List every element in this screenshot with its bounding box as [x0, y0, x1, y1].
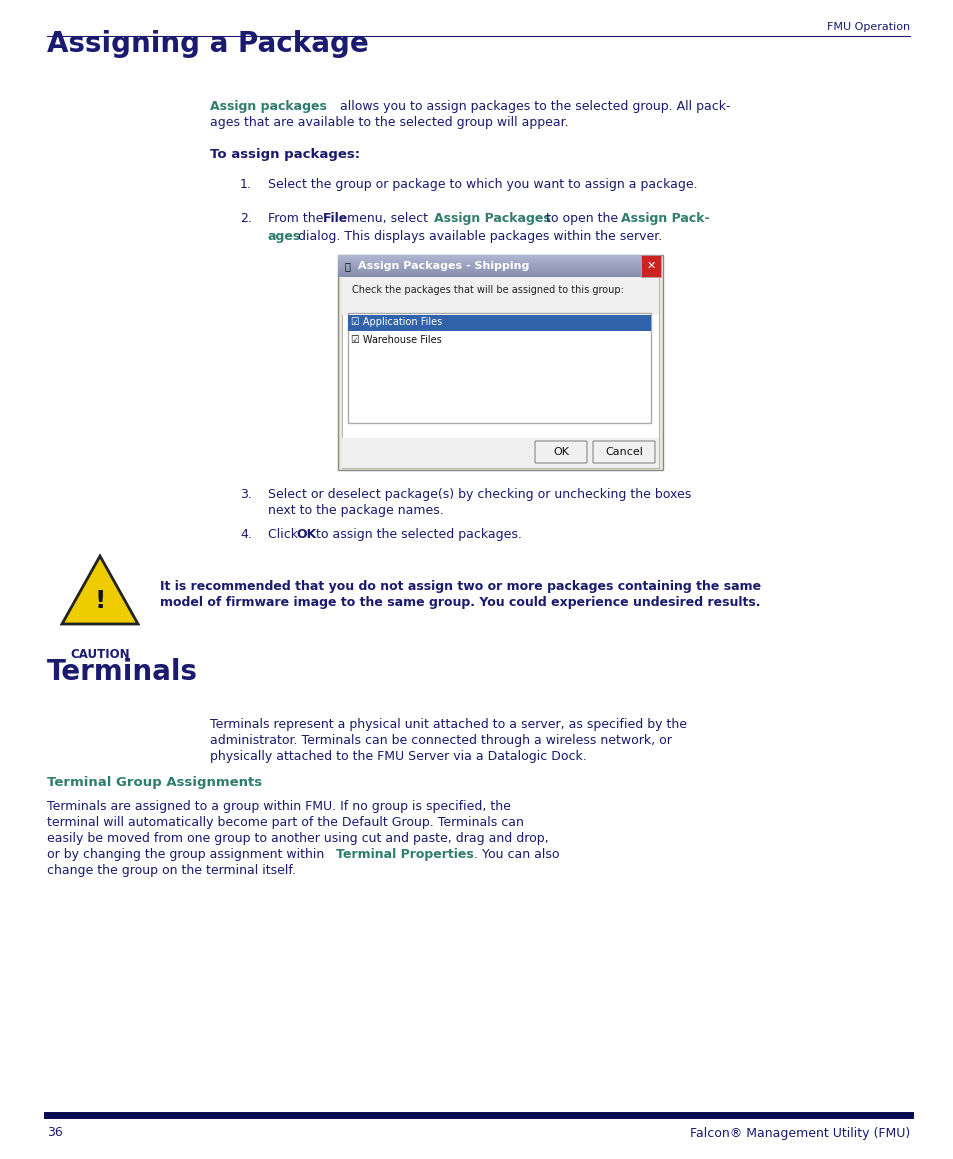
Text: Assign Packages: Assign Packages: [434, 212, 550, 225]
Text: Assign Packages - Shipping: Assign Packages - Shipping: [357, 261, 529, 271]
Text: 1.: 1.: [240, 178, 252, 191]
Text: physically attached to the FMU Server via a Datalogic Dock.: physically attached to the FMU Server vi…: [210, 750, 586, 763]
FancyBboxPatch shape: [535, 442, 586, 462]
Text: Select the group or package to which you want to assign a package.: Select the group or package to which you…: [268, 178, 697, 191]
Text: It is recommended that you do not assign two or more packages containing the sam: It is recommended that you do not assign…: [160, 580, 760, 593]
Text: easily be moved from one group to another using cut and paste, drag and drop,: easily be moved from one group to anothe…: [47, 832, 548, 845]
Text: Click: Click: [268, 529, 302, 541]
Text: CAUTION: CAUTION: [71, 648, 130, 661]
Bar: [337, 255, 662, 471]
Text: ☑ Application Files: ☑ Application Files: [351, 318, 442, 327]
Text: Terminal Group Assignments: Terminal Group Assignments: [47, 777, 262, 789]
Bar: [348, 315, 650, 331]
Text: change the group on the terminal itself.: change the group on the terminal itself.: [47, 863, 295, 877]
Text: 2.: 2.: [240, 212, 252, 225]
Text: next to the package names.: next to the package names.: [268, 504, 443, 517]
Bar: [341, 277, 659, 468]
Text: ages: ages: [268, 229, 301, 243]
Text: model of firmware image to the same group. You could experience undesired result: model of firmware image to the same grou…: [160, 596, 760, 608]
Text: 🔧: 🔧: [344, 261, 350, 271]
Text: OK: OK: [295, 529, 315, 541]
Text: 36: 36: [47, 1127, 63, 1139]
Text: OK: OK: [553, 447, 568, 457]
Text: to open the: to open the: [545, 212, 618, 225]
Bar: [640, 255, 660, 277]
Text: Check the packages that will be assigned to this group:: Check the packages that will be assigned…: [352, 285, 623, 296]
Text: ages that are available to the selected group will appear.: ages that are available to the selected …: [210, 116, 568, 129]
Text: File: File: [323, 212, 348, 225]
Text: Falcon® Management Utility (FMU): Falcon® Management Utility (FMU): [689, 1127, 909, 1139]
Text: From the: From the: [268, 212, 327, 225]
Text: allows you to assign packages to the selected group. All pack-: allows you to assign packages to the sel…: [339, 100, 730, 112]
Text: or by changing the group assignment within: or by changing the group assignment with…: [47, 848, 328, 861]
Text: Terminal Properties: Terminal Properties: [335, 848, 474, 861]
Text: Terminals represent a physical unit attached to a server, as specified by the: Terminals represent a physical unit atta…: [210, 717, 686, 731]
Text: terminal will automatically become part of the Default Group. Terminals can: terminal will automatically become part …: [47, 816, 523, 829]
Text: 3.: 3.: [240, 488, 252, 501]
Text: FMU Operation: FMU Operation: [826, 22, 909, 32]
Bar: [341, 277, 659, 315]
Text: Assign Pack-: Assign Pack-: [620, 212, 709, 225]
FancyBboxPatch shape: [593, 442, 655, 462]
Text: Terminals: Terminals: [47, 658, 198, 686]
Text: Cancel: Cancel: [604, 447, 642, 457]
Text: To assign packages:: To assign packages:: [210, 148, 359, 161]
Text: ☑ Warehouse Files: ☑ Warehouse Files: [351, 335, 441, 345]
Text: !: !: [94, 589, 106, 613]
Text: menu, select: menu, select: [347, 212, 428, 225]
Text: . You can also: . You can also: [474, 848, 558, 861]
Text: dialog. This displays available packages within the server.: dialog. This displays available packages…: [297, 229, 661, 243]
Text: to assign the selected packages.: to assign the selected packages.: [315, 529, 521, 541]
Text: ✕: ✕: [645, 261, 655, 271]
Text: Assigning a Package: Assigning a Package: [47, 30, 369, 58]
Polygon shape: [62, 556, 138, 624]
Bar: [348, 313, 650, 423]
Bar: [341, 438, 659, 468]
Text: Select or deselect package(s) by checking or unchecking the boxes: Select or deselect package(s) by checkin…: [268, 488, 691, 501]
Text: administrator. Terminals can be connected through a wireless network, or: administrator. Terminals can be connecte…: [210, 734, 671, 748]
Text: Assign packages: Assign packages: [210, 100, 327, 112]
Text: 4.: 4.: [240, 529, 252, 541]
Text: Terminals are assigned to a group within FMU. If no group is specified, the: Terminals are assigned to a group within…: [47, 800, 511, 812]
